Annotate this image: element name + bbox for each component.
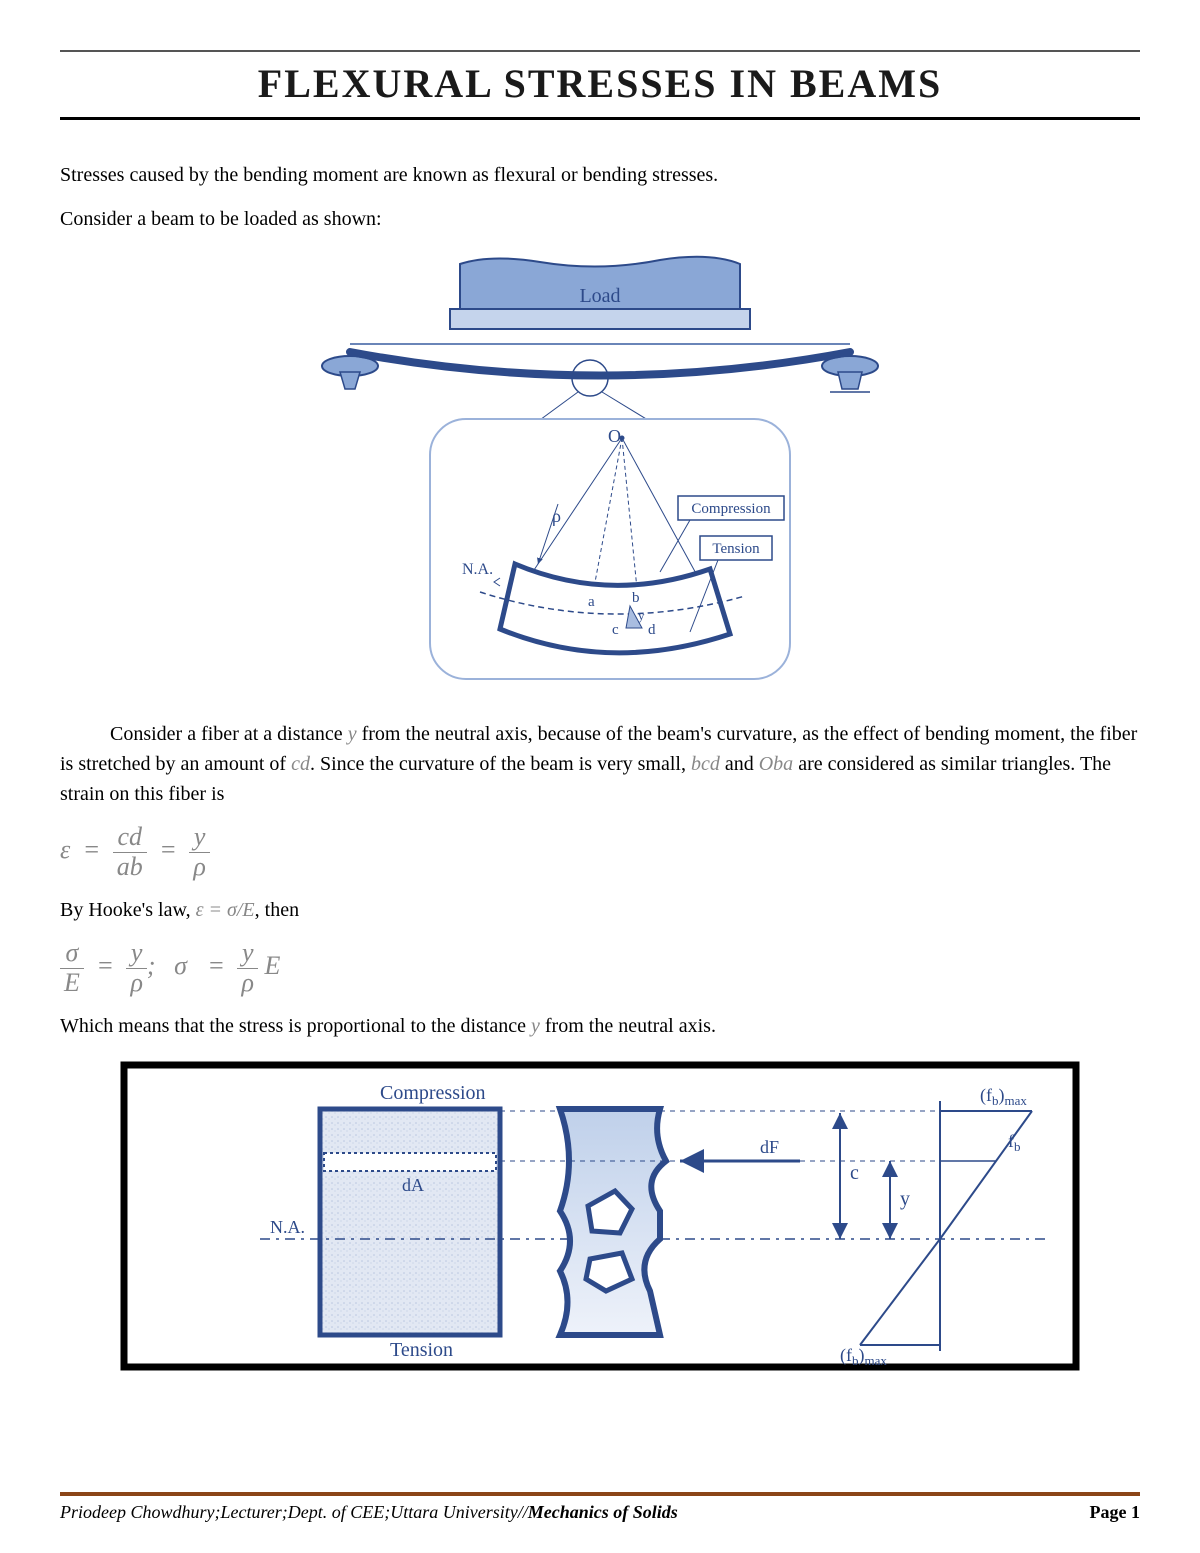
y-label: y (638, 608, 645, 623)
p5-y: y (531, 1015, 540, 1037)
equation-2: σ E = y ρ ; σ = y ρ E (60, 939, 1140, 997)
eq1-frac2: y ρ (189, 823, 209, 881)
beam-diagram: Load O ρ N.A. a b c d y Compression Tens… (60, 254, 1140, 689)
beam-diagram-svg: Load O ρ N.A. a b c d y Compression Tens… (290, 254, 910, 684)
p4-pre: By Hooke's law, (60, 899, 196, 921)
d2-compression-label: Compression (380, 1082, 486, 1104)
d2-tension-label: Tension (390, 1339, 453, 1361)
dA-strip (324, 1153, 496, 1171)
eq2-frac2: y ρ (126, 939, 146, 997)
eq2-E: E (60, 969, 84, 998)
eq2-frac1: σ E (60, 939, 84, 997)
page-footer: Priodeep Chowdhury;Lecturer;Dept. of CEE… (60, 1492, 1140, 1523)
compression-label: Compression (691, 501, 771, 517)
footer-course: Mechanics of Solids (528, 1502, 678, 1522)
c-label: c (612, 622, 619, 638)
d-label: d (648, 622, 656, 638)
b-label: b (632, 590, 640, 606)
paragraph-4: By Hooke's law, ε = σ/E, then (60, 895, 1140, 925)
equation-1: ε = cd ab = y ρ (60, 823, 1140, 881)
c-label: c (850, 1162, 859, 1184)
eq2-frac3: y ρ (237, 939, 257, 997)
paragraph-5: Which means that the stress is proportio… (60, 1011, 1140, 1041)
eq1-frac1: cd ab (113, 823, 147, 881)
eq1-rho: ρ (189, 853, 209, 882)
eq1-eps: ε (60, 835, 70, 864)
eq2-E2: E (264, 951, 280, 980)
eq2-y1: y (126, 939, 146, 969)
eq2-rho1: ρ (126, 969, 146, 998)
p3-y: y (348, 723, 357, 745)
eq2-sigma: σ (60, 939, 84, 969)
NA-label: N.A. (462, 561, 493, 578)
tension-label: Tension (712, 541, 760, 557)
p3-m3: and (720, 753, 759, 775)
a-label: a (588, 594, 595, 610)
p5-pre: Which means that the stress is proportio… (60, 1015, 531, 1037)
footer-right: Page 1 (1090, 1502, 1140, 1523)
p3-pre: Consider a fiber at a distance (110, 723, 348, 745)
eq1-eq1: = (77, 835, 107, 864)
footer-left: Priodeep Chowdhury;Lecturer;Dept. of CEE… (60, 1502, 678, 1523)
paragraph-1: Stresses caused by the bending moment ar… (60, 160, 1140, 190)
dA-label: dA (402, 1175, 424, 1195)
paragraph-3: Consider a fiber at a distance y from th… (60, 719, 1140, 809)
eq2-eq2: = (201, 951, 231, 980)
p4-end: , then (255, 899, 299, 921)
cross-section (320, 1109, 500, 1335)
page-title: FLEXURAL STRESSES IN BEAMS (60, 60, 1140, 107)
eq2-semi: ; (147, 951, 156, 980)
eq1-cd: cd (113, 823, 147, 853)
p3-m2: . Since the curvature of the beam is ver… (310, 753, 691, 775)
load-label: Load (579, 285, 620, 307)
left-support-body (340, 372, 360, 389)
eq1-ab: ab (113, 853, 147, 882)
d2-y-label: y (900, 1188, 910, 1210)
eq2-eq1: = (90, 951, 120, 980)
paragraph-2: Consider a beam to be loaded as shown: (60, 204, 1140, 234)
p4-eq: ε = σ/E (196, 899, 255, 921)
p3-cd: cd (291, 753, 310, 775)
stress-distribution-diagram: Compression Tension dA N.A. dF c y fb (f… (60, 1061, 1140, 1376)
eq2-y2: y (237, 939, 257, 969)
load-plate (450, 309, 750, 329)
p3-oba: Oba (759, 753, 793, 775)
title-block: FLEXURAL STRESSES IN BEAMS (60, 50, 1140, 120)
footer-author: Priodeep Chowdhury;Lecturer;Dept. of CEE… (60, 1502, 528, 1522)
footer-page-num: 1 (1131, 1502, 1140, 1522)
eq2-rho2: ρ (237, 969, 257, 998)
d2-NA-label: N.A. (270, 1217, 305, 1237)
right-support-body (838, 372, 862, 389)
p5-end: from the neutral axis. (540, 1015, 716, 1037)
dF-label: dF (760, 1137, 779, 1157)
p3-bcd: bcd (691, 753, 720, 775)
eq1-eq2: = (153, 835, 183, 864)
eq2-sigma2: σ (162, 951, 195, 980)
footer-page-label: Page (1090, 1502, 1131, 1522)
eq1-y: y (189, 823, 209, 853)
stress-diagram-svg: Compression Tension dA N.A. dF c y fb (f… (120, 1061, 1080, 1371)
